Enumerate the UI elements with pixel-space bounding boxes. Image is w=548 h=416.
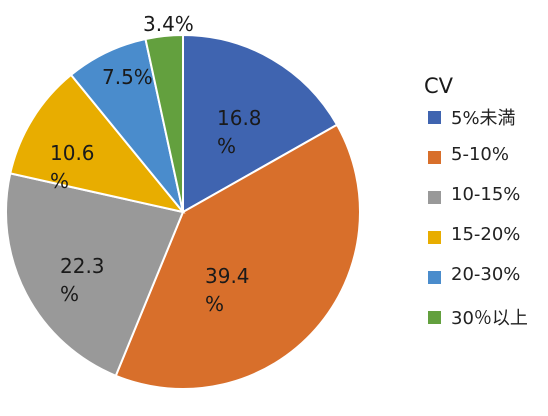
slice-data-label: 22.3% <box>60 254 105 306</box>
pie-slice <box>5 172 185 378</box>
slice-data-label: 39.4% <box>205 264 250 316</box>
legend-item: 30％以上 <box>424 302 548 342</box>
legend-swatch <box>428 311 441 324</box>
legend-item: 5%未満 <box>424 102 548 142</box>
legend-swatch <box>428 191 441 204</box>
legend-label: 15-20% <box>451 224 521 245</box>
legend-title: CV <box>424 74 454 98</box>
pie-slice <box>144 33 184 213</box>
legend-swatch <box>428 231 441 244</box>
slice-data-label: 16.8% <box>217 106 262 158</box>
legend-label: 20-30% <box>451 264 521 285</box>
legend-swatch <box>428 151 441 164</box>
legend-label: 5-10% <box>451 144 509 165</box>
legend-item: 10-15% <box>424 182 548 222</box>
pie-slice <box>182 33 339 214</box>
legend-label: 30％以上 <box>451 308 528 329</box>
legend: 5%未満 5-10% 10-15% 15-20% 20-30% 30％以上 <box>424 102 548 342</box>
slice-data-label: 7.5% <box>102 65 153 89</box>
legend-item: 15-20% <box>424 222 548 262</box>
legend-item: 20-30% <box>424 262 548 302</box>
pie-slice <box>114 123 361 390</box>
legend-swatch <box>428 271 441 284</box>
slice-data-label: 3.4% <box>143 12 194 36</box>
pie-slice <box>9 73 186 214</box>
slice-data-label: 10.6% <box>50 141 95 193</box>
legend-swatch <box>428 111 441 124</box>
pie-data-labels: 16.8 % 39.4 % 22.3 % 10.6 % 7.5% 3.4% <box>50 12 262 316</box>
pie-slices <box>5 33 361 390</box>
legend-label: 5%未満 <box>451 108 516 129</box>
legend-label: 10-15% <box>451 184 521 205</box>
legend-item: 5-10% <box>424 142 548 182</box>
